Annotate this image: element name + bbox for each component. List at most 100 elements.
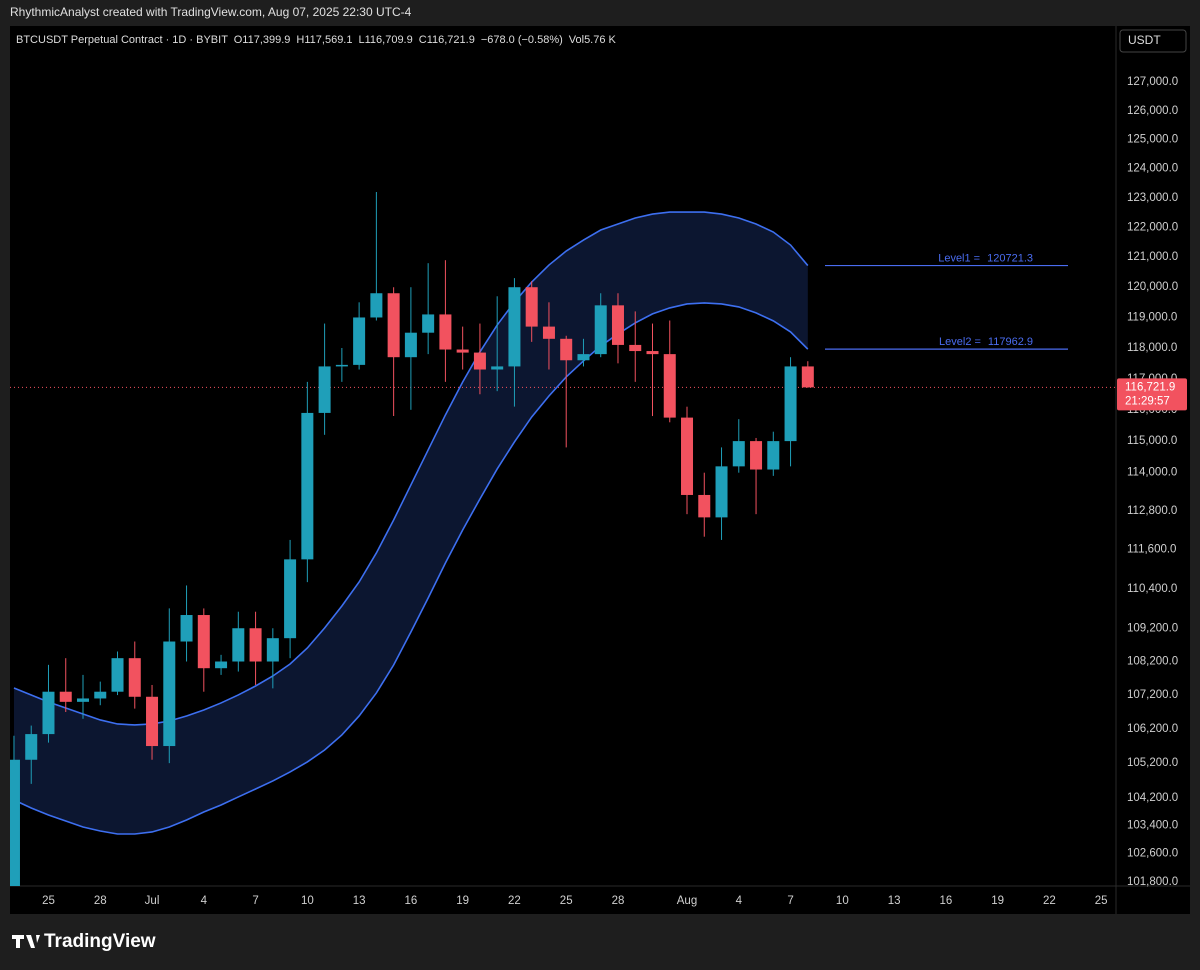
x-tick-label: 19 (456, 895, 469, 907)
y-tick-label: 105,200.0 (1127, 757, 1178, 769)
y-tick-label: 120,000.0 (1127, 281, 1178, 293)
level-value: 117962.9 (988, 336, 1033, 348)
level-label: Level1 = 120721.3 (938, 252, 1033, 264)
candle-body (750, 441, 763, 470)
candle-body (404, 332, 417, 358)
y-tick-label: 108,200.0 (1127, 656, 1178, 668)
y-tick-label: 123,000.0 (1127, 192, 1178, 204)
band-lower-line (13, 302, 809, 835)
brand-logo (12, 935, 40, 948)
x-tick-label: 22 (508, 895, 521, 907)
candle-body (715, 466, 728, 518)
y-tick-label: 118,000.0 (1127, 342, 1177, 354)
candle-body (284, 559, 297, 639)
candle-body (163, 641, 176, 747)
x-tick-label: 25 (1095, 895, 1108, 907)
y-tick-label: 109,200.0 (1127, 622, 1178, 634)
legend-change: −678.0 (−0.58%) (481, 34, 563, 46)
candle-body (491, 366, 504, 370)
candle-body (681, 417, 694, 495)
y-tick-label: 101,800.0 (1127, 876, 1178, 888)
chart-background (10, 26, 1190, 914)
legend-value: 116,721.9 (427, 34, 475, 46)
legend-value: 5.76 K (584, 34, 616, 46)
candle-body (439, 314, 452, 350)
candle-body (422, 314, 435, 333)
currency-box[interactable] (1119, 29, 1187, 53)
level-name: Level2 = (939, 336, 981, 348)
x-tick-label: 13 (888, 895, 901, 907)
legend-key: Vol (569, 34, 584, 46)
x-tick-label: 25 (42, 895, 55, 907)
y-tick-label: 110,400.0 (1127, 583, 1177, 595)
price-box (1117, 378, 1187, 411)
x-tick-label: 16 (939, 895, 952, 907)
candle-body (525, 287, 538, 327)
y-tick-label: 124,000.0 (1127, 163, 1178, 175)
y-tick-label: 115,000.0 (1127, 435, 1177, 447)
candle-body (577, 354, 590, 361)
candle-body (215, 661, 228, 669)
candle-body (25, 734, 38, 760)
candle-body (111, 658, 124, 692)
candle-body (94, 691, 107, 699)
price-label: 116,721.9 (1125, 381, 1175, 393)
x-tick-label: 4 (201, 895, 208, 907)
candle-body (266, 638, 279, 662)
brand: TradingView (44, 931, 156, 952)
candle-body (76, 698, 89, 702)
level-name: Level1 = (938, 252, 980, 264)
candle-body (594, 305, 607, 355)
candle-body (560, 338, 573, 361)
x-tick-label: 28 (94, 895, 107, 907)
candle-body (508, 287, 521, 367)
x-tick-label: Jul (145, 895, 160, 907)
y-tick-label: 104,200.0 (1127, 792, 1178, 804)
band-fill (13, 212, 808, 834)
candle-body (180, 615, 193, 642)
candle-body (629, 344, 642, 352)
candle-body (335, 364, 348, 367)
legend: BTCUSDT Perpetual Contract · 1D · BYBIT O… (16, 34, 617, 46)
x-tick-label: 28 (612, 895, 625, 907)
y-tick-label: 119,000.0 (1127, 312, 1177, 324)
y-tick-label: 106,200.0 (1127, 723, 1178, 735)
candle-body (59, 691, 72, 702)
legend-value: 117,569.1 (304, 34, 352, 46)
candle-body (663, 354, 676, 418)
x-tick-label: 22 (1043, 895, 1056, 907)
candle-body (232, 628, 245, 662)
candle-body (146, 696, 159, 747)
candle-body (473, 352, 486, 370)
x-tick-label: 7 (787, 895, 793, 907)
x-tick-label: 7 (252, 895, 258, 907)
header: RhythmicAnalyst created with TradingView… (10, 5, 412, 19)
legend-title: BTCUSDT Perpetual Contract · 1D · BYBIT (16, 34, 228, 46)
x-tick-label: 19 (991, 895, 1004, 907)
x-tick-label: 10 (301, 895, 314, 907)
x-tick-label: 4 (736, 895, 743, 907)
candle-body (646, 351, 659, 355)
level-value: 120721.3 (987, 252, 1033, 264)
x-tick-label: 13 (353, 895, 366, 907)
y-tick-label: 122,000.0 (1127, 221, 1178, 233)
countdown: 21:29:57 (1125, 395, 1170, 407)
candle-body (456, 349, 469, 353)
candle-body (698, 494, 711, 518)
y-tick-label: 114,000.0 (1127, 467, 1177, 479)
plot (10, 192, 1115, 886)
x-tick-label: 10 (836, 895, 849, 907)
candle-body (784, 366, 797, 442)
candle-body (732, 441, 745, 467)
x-tick-label: 16 (404, 895, 417, 907)
candle-body (128, 658, 141, 697)
candle-body (767, 441, 780, 470)
currency[interactable]: USDT (1128, 33, 1161, 47)
candle-body (611, 305, 624, 345)
x-tick-label: 25 (560, 895, 573, 907)
candle-body (801, 366, 814, 388)
legend-value: 116,709.9 (365, 34, 413, 46)
candle-body (353, 317, 366, 365)
